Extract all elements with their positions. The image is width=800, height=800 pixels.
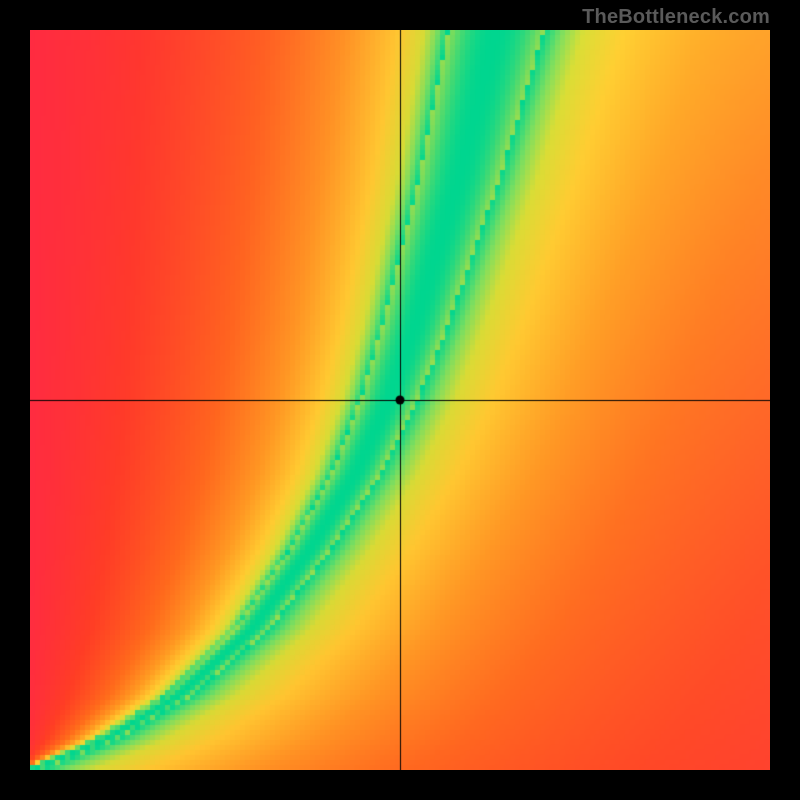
watermark-text: TheBottleneck.com <box>582 6 770 29</box>
bottleneck-heatmap <box>30 30 770 770</box>
figure-container: TheBottleneck.com <box>0 0 800 800</box>
plot-area <box>30 30 770 770</box>
